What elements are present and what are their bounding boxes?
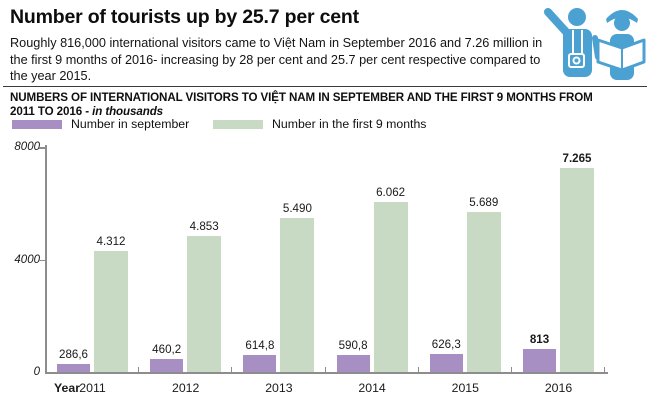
y-tick-mark xyxy=(39,259,45,261)
x-axis-title: Year xyxy=(54,381,80,395)
x-category-label: 2015 xyxy=(451,381,479,395)
chart-title: NUMBERS OF INTERNATIONAL VISITORS TO VIỆ… xyxy=(10,91,614,118)
bar-value-september: 286,6 xyxy=(58,347,89,361)
chart-title-text: NUMBERS OF INTERNATIONAL VISITORS TO VIỆ… xyxy=(10,91,593,118)
bar-first-9-months xyxy=(94,250,128,372)
bar-value-september: 590,8 xyxy=(338,339,368,353)
bar-value-september: 813 xyxy=(529,333,550,347)
x-category-label: 2012 xyxy=(172,381,200,395)
bar-value-first-9-months: 6.062 xyxy=(376,185,406,199)
x-tick-mark xyxy=(604,367,606,372)
x-tick-mark xyxy=(138,367,140,372)
bar-september xyxy=(243,354,277,372)
bar-value-september: 614,8 xyxy=(245,338,275,352)
bar-september xyxy=(429,354,463,372)
x-category-label: 2014 xyxy=(358,381,386,395)
bar-value-first-9-months: 5.689 xyxy=(469,195,499,209)
y-tick-label: 4000 xyxy=(14,253,40,266)
y-tick-label: 8000 xyxy=(14,140,40,153)
bar-value-first-9-months: 5.490 xyxy=(282,201,312,215)
x-axis-line xyxy=(45,372,608,374)
bar-value-first-9-months: 4.312 xyxy=(96,234,126,248)
legend-label-first-9-months: Number in the first 9 months xyxy=(272,117,427,131)
bar-september xyxy=(336,355,370,372)
x-tick-mark xyxy=(231,367,233,372)
x-category-label: 2016 xyxy=(544,381,573,395)
chart-title-unit: in thousands xyxy=(92,104,164,118)
bar-value-first-9-months: 4.853 xyxy=(189,219,219,233)
bar-september xyxy=(57,363,90,372)
bar-value-september: 626,3 xyxy=(431,338,461,352)
legend-swatch-first-9-months xyxy=(213,119,263,129)
legend-item-september: Number in september xyxy=(12,117,189,131)
divider-line xyxy=(3,86,647,87)
y-tick-mark xyxy=(39,147,45,149)
x-tick-mark xyxy=(324,367,326,372)
x-tick-mark xyxy=(417,367,419,372)
bar-first-9-months xyxy=(466,211,501,372)
bar-first-9-months xyxy=(373,201,408,372)
intro-paragraph: Roughly 816,000 international visitors c… xyxy=(10,36,543,83)
x-tick-mark xyxy=(511,367,512,372)
page-title: Number of tourists up by 25.7 per cent xyxy=(10,6,359,28)
bar-first-9-months xyxy=(560,167,594,372)
bar-september xyxy=(150,359,184,372)
legend-label-september: Number in september xyxy=(71,117,190,131)
bar-september xyxy=(523,349,556,372)
x-category-label: 2013 xyxy=(265,381,293,395)
tourists-icon xyxy=(540,4,646,82)
x-category-label: 2011 xyxy=(79,381,106,395)
bar-first-9-months xyxy=(280,217,315,372)
legend-swatch-september xyxy=(12,119,62,129)
y-axis-line xyxy=(45,145,47,373)
y-tick-label: 0 xyxy=(33,365,40,378)
bar-value-september: 460,2 xyxy=(152,343,182,357)
bar-value-first-9-months: 7.265 xyxy=(562,151,592,165)
legend-item-first-9-months: Number in the first 9 months xyxy=(213,117,426,131)
bar-first-9-months xyxy=(187,235,222,372)
